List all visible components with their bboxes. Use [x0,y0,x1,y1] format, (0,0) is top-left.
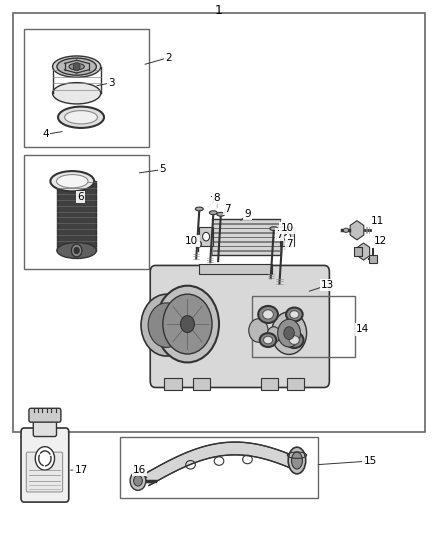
Circle shape [284,232,291,241]
Text: 5: 5 [159,165,166,174]
Bar [212,228,280,232]
Text: 11: 11 [371,216,384,226]
Ellipse shape [260,333,276,347]
Bar [354,247,362,256]
Text: 14: 14 [356,325,369,334]
Bar [199,227,213,246]
Ellipse shape [65,110,97,124]
Text: 17: 17 [74,465,88,475]
Circle shape [74,247,79,254]
Text: 10: 10 [280,223,293,233]
Ellipse shape [264,336,272,344]
Text: 10: 10 [185,236,198,246]
Ellipse shape [280,227,287,233]
Bar [212,246,280,251]
Ellipse shape [270,227,278,231]
Text: 7: 7 [209,197,216,206]
FancyBboxPatch shape [26,452,63,492]
Bar [369,255,377,263]
Ellipse shape [195,207,203,211]
Bar [252,296,355,357]
Circle shape [130,471,146,490]
Text: 8: 8 [213,193,220,203]
Text: 7: 7 [224,204,231,214]
Circle shape [267,327,280,343]
Ellipse shape [291,452,302,469]
Text: 6: 6 [77,192,84,201]
Circle shape [249,319,268,342]
Text: 4: 4 [42,130,49,139]
Text: 2: 2 [165,53,172,62]
Circle shape [148,303,185,348]
Text: 9: 9 [244,209,251,219]
Circle shape [35,447,55,470]
Text: 16: 16 [133,465,146,475]
Text: 7: 7 [286,239,293,248]
Ellipse shape [69,63,84,70]
Bar [212,242,280,246]
Ellipse shape [58,107,104,128]
Ellipse shape [194,241,201,247]
Ellipse shape [53,56,101,77]
Bar [261,378,278,390]
Bar [212,237,280,241]
Circle shape [141,294,192,356]
Bar [24,29,149,147]
Circle shape [180,316,194,333]
Circle shape [284,327,294,340]
Bar [212,224,280,228]
Text: 15: 15 [364,456,377,466]
Ellipse shape [263,310,273,319]
Ellipse shape [290,311,299,318]
Ellipse shape [258,306,278,323]
Bar [287,378,304,390]
Ellipse shape [289,336,300,344]
Ellipse shape [288,447,306,474]
Circle shape [73,62,80,71]
Bar [164,378,182,390]
Ellipse shape [286,308,303,321]
Text: 12: 12 [374,236,387,246]
Circle shape [202,232,209,241]
Ellipse shape [57,243,96,259]
Text: 3: 3 [108,78,115,87]
FancyBboxPatch shape [21,428,69,502]
Ellipse shape [279,232,286,236]
Ellipse shape [50,171,94,191]
FancyBboxPatch shape [150,265,329,387]
Bar [212,251,280,255]
Bar [280,227,294,246]
FancyBboxPatch shape [29,408,61,422]
Bar [199,264,272,274]
Ellipse shape [285,332,304,348]
Ellipse shape [53,83,101,104]
Bar [24,155,149,269]
Circle shape [134,475,142,486]
Text: 7: 7 [276,230,283,239]
Circle shape [71,244,82,257]
Ellipse shape [57,174,88,188]
Bar [57,181,96,251]
Text: 1: 1 [215,4,223,17]
Ellipse shape [343,228,349,232]
Bar [193,378,210,390]
Ellipse shape [209,211,217,215]
Circle shape [156,286,219,362]
Bar [212,219,280,223]
Ellipse shape [217,212,225,216]
Ellipse shape [57,58,96,75]
FancyBboxPatch shape [33,416,57,437]
Text: 13: 13 [321,280,334,290]
Circle shape [278,319,300,347]
Polygon shape [145,442,297,486]
Circle shape [163,294,212,354]
Bar [120,437,318,498]
Bar [13,13,425,432]
Circle shape [272,312,307,354]
Bar [212,233,280,237]
